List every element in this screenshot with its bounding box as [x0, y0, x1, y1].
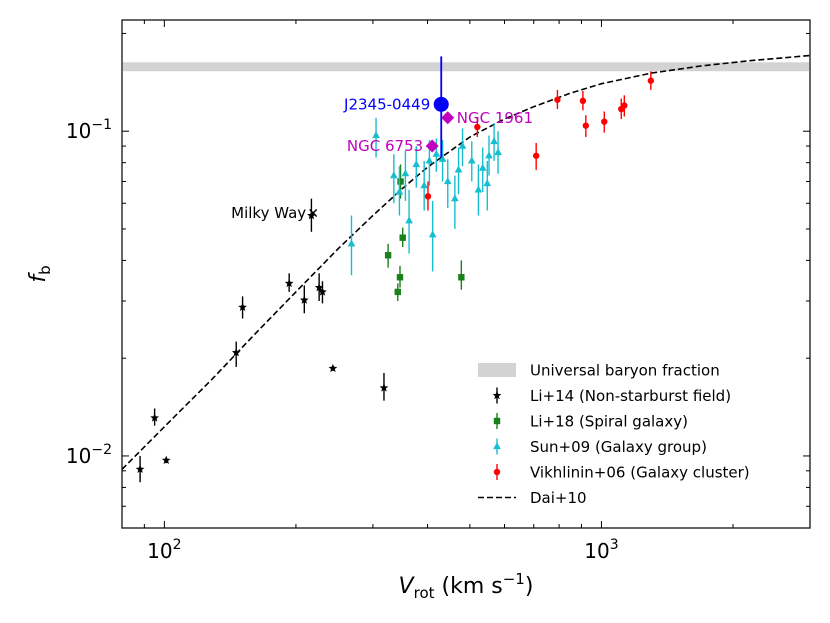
legend-swatch [492, 390, 502, 400]
data-point [318, 287, 327, 296]
legend-label: Dai+10 [530, 489, 587, 507]
data-point [390, 171, 398, 179]
data-point [314, 282, 324, 292]
data-point [428, 230, 437, 238]
legend-label: Li+14 (Non-starburst field) [530, 387, 731, 405]
highlight-marker [433, 96, 449, 112]
data-point [454, 165, 463, 173]
data-point [458, 141, 467, 149]
dai10-model-curve [121, 54, 811, 470]
data-point [420, 181, 428, 189]
data-point [347, 239, 356, 247]
y-axis-label-main: f [26, 272, 51, 283]
data-point [621, 102, 628, 109]
legend-label: Vikhlinin+06 (Galaxy cluster) [530, 464, 750, 482]
x-axis-label: Vrot (km s−1) [399, 570, 534, 602]
data-point [443, 177, 452, 185]
data-point [405, 216, 413, 224]
legend-swatch [493, 417, 501, 425]
legend-entry: Vikhlinin+06 (Galaxy cluster) [493, 464, 750, 482]
data-point [412, 160, 421, 168]
plot-frame [121, 19, 811, 529]
data-point [379, 383, 389, 392]
data-point [474, 185, 483, 193]
legend-swatch [478, 363, 516, 377]
highlight-label: NGC 6753 [347, 137, 423, 155]
highlight-marker [309, 208, 318, 218]
data-point [284, 278, 294, 288]
data-point [451, 194, 459, 202]
data-point [401, 169, 410, 177]
legend-label: Universal baryon fraction [530, 362, 720, 380]
data-point [554, 96, 561, 103]
data-point [458, 274, 465, 281]
highlight-label: NGC 1961 [457, 109, 533, 127]
legend-label: Li+18 (Spiral galaxy) [530, 413, 688, 431]
highlight-ngc-6753: NGC 6753 [347, 137, 439, 155]
x-axis-label-sup: −1 [503, 570, 525, 588]
data-point [579, 97, 587, 105]
data-point [299, 295, 309, 304]
legend-entry: Li+18 (Spiral galaxy) [493, 413, 688, 431]
data-point [490, 137, 498, 145]
data-point [150, 413, 159, 422]
legend-label: Sun+09 (Galaxy group) [530, 438, 707, 456]
y-axis-label: fb [26, 265, 54, 282]
data-point [394, 288, 401, 296]
x-tick-label: 102 [147, 537, 181, 563]
series-star [135, 198, 389, 483]
data-point [328, 363, 338, 373]
data-point [432, 149, 441, 157]
data-point [647, 77, 655, 84]
data-point [601, 118, 608, 125]
highlight-label: Milky Way [231, 204, 306, 222]
data-point [135, 464, 145, 473]
highlight-label: J2345-0449 [343, 95, 430, 113]
data-point [485, 151, 493, 159]
x-axis-label-units: (km s [435, 574, 503, 599]
highlight-marker [441, 111, 455, 125]
data-point [399, 234, 406, 241]
data-point [396, 274, 404, 281]
legend-entry: Universal baryon fraction [478, 362, 720, 380]
data-point [231, 348, 241, 357]
data-point [397, 178, 404, 185]
x-axis-label-main: V [399, 574, 416, 599]
data-point [424, 193, 432, 200]
highlight-milky-way: Milky Way [231, 204, 318, 222]
y-tick-label: 10−2 [66, 442, 112, 468]
legend-entry: Li+14 (Non-starburst field) [492, 387, 731, 405]
data-point [395, 187, 404, 195]
legend-entry: Sun+09 (Galaxy group) [493, 438, 707, 456]
data-point [238, 302, 247, 311]
highlight-j2345-0449: J2345-0449 [343, 56, 449, 158]
data-point [474, 123, 481, 131]
universal-baryon-band [123, 62, 809, 72]
data-point [384, 252, 392, 259]
legend-swatch [493, 442, 501, 450]
data-point [494, 148, 502, 156]
x-tick-label: 103 [584, 537, 618, 563]
legend-entry: Dai+10 [478, 489, 587, 507]
highlight-marker [425, 139, 439, 153]
data-point [478, 163, 487, 171]
y-tick-label: 10−1 [66, 117, 112, 143]
data-point [372, 131, 380, 139]
x-axis-label-sub: rot [414, 584, 435, 602]
legend-swatch [493, 468, 501, 476]
data-point [483, 179, 492, 187]
y-axis-label-sub: b [36, 265, 54, 275]
x-axis-label-close: ) [525, 574, 534, 599]
data-point [438, 154, 447, 162]
data-point [425, 156, 434, 164]
x-marker-stroke [309, 208, 318, 218]
series-circle [424, 71, 655, 211]
data-point [467, 156, 476, 164]
data-point [582, 122, 590, 129]
data-point [532, 152, 540, 159]
highlight-ngc-1961: NGC 1961 [441, 109, 533, 127]
data-point [161, 455, 171, 464]
series-triangle [347, 117, 502, 276]
